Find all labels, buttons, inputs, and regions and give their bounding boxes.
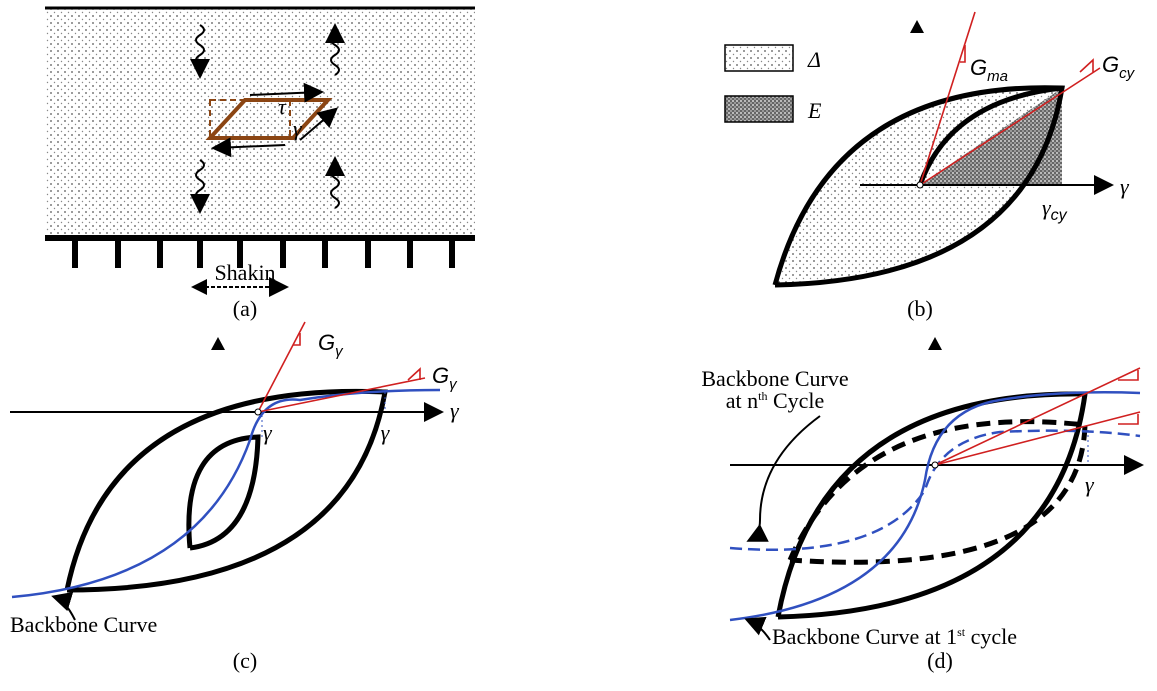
text-part: ma [987, 68, 1008, 85]
shaking-label: Shakin [214, 260, 275, 285]
gamma-label: γ [293, 116, 303, 141]
backbone-1-label: Backbone Curve at 1st cycle [772, 624, 1017, 649]
gamma-label: γ [263, 420, 273, 445]
g-label: Gγ [432, 363, 458, 393]
soil-layer [45, 8, 475, 238]
slope-mark [408, 369, 420, 380]
text-part: at n [726, 388, 758, 413]
caption: (d) [927, 648, 953, 673]
caption: (b) [907, 296, 933, 321]
text-part: γ [449, 376, 458, 393]
gamma-label: γ [1085, 472, 1095, 497]
x-axis-label: γ [1120, 174, 1130, 199]
gamma-label: γ [381, 420, 391, 445]
y-axis-arrow [928, 337, 942, 350]
text-part: th [758, 389, 767, 403]
backbone-label: Backbone Curve [10, 612, 157, 637]
y-axis-arrow [910, 20, 924, 33]
text-part: Backbone Curve at 1 [772, 624, 957, 649]
text-part: G [318, 330, 335, 355]
text-part: cy [1119, 65, 1136, 82]
slope-mark [1118, 370, 1138, 380]
legend-swatch [725, 45, 793, 71]
text-part: G [1102, 52, 1119, 77]
text-part: G [970, 55, 987, 80]
tau-label: τ [278, 94, 287, 119]
caption: (a) [233, 296, 257, 321]
origin [932, 462, 938, 468]
legend-label: Δ [807, 47, 821, 72]
caption: (c) [233, 648, 257, 673]
text-part: Cycle [767, 388, 824, 413]
panel-a: τ γ Shakin (a) [45, 8, 475, 321]
y-axis-arrow [211, 337, 225, 350]
secant-line [935, 368, 1140, 465]
text-part: cy [1051, 207, 1068, 224]
legend-label: E [807, 98, 822, 123]
backbone-n [730, 431, 1140, 550]
origin [917, 182, 923, 188]
figure: τ γ Shakin (a) Δ E Gma Gcy γ γcy (b) [0, 0, 1157, 691]
origin [255, 409, 261, 415]
legend-swatch [725, 96, 793, 122]
panel-c: Gγ Gγ γ γ γ Backbone Curve (c) [10, 322, 460, 673]
g-label: Gγ [318, 330, 344, 360]
gamma-cy-label: γcy [1042, 195, 1068, 224]
panel-d: γ Backbone Curve at nth Cycle Backbone C… [701, 337, 1140, 673]
text-part: γ [335, 343, 344, 360]
panel-b: Δ E Gma Gcy γ γcy (b) [725, 12, 1136, 321]
hysteresis-loop [778, 394, 1085, 617]
slope-mark [1080, 60, 1093, 72]
g-max-label: Gma [970, 55, 1008, 85]
secant-line [935, 412, 1140, 465]
pointer [748, 620, 770, 640]
text-part: G [432, 363, 449, 388]
x-axis-label: γ [450, 398, 460, 423]
backbone-n-label: at nth Cycle [726, 388, 825, 413]
g-cy-label: Gcy [1102, 52, 1136, 82]
text-part: cycle [965, 624, 1017, 649]
